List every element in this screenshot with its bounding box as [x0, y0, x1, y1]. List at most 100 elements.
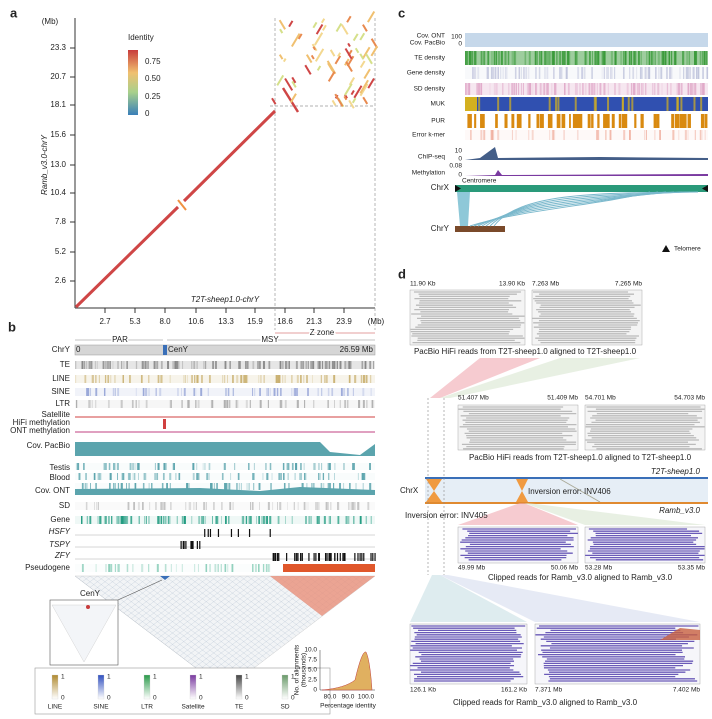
alignment: [361, 46, 371, 60]
stripe: [278, 375, 281, 383]
stripe: [336, 361, 339, 369]
track-label: SD density: [414, 86, 446, 93]
stripe: [194, 361, 196, 369]
gene: [313, 553, 315, 561]
stripe: [105, 564, 107, 572]
stripe: [514, 51, 516, 65]
stripe: [480, 51, 482, 65]
stripe: [267, 502, 270, 510]
stripe: [623, 130, 626, 140]
stripe: [262, 516, 265, 524]
coordinate: 53.28 Mb: [585, 565, 612, 572]
alignment: [359, 53, 365, 60]
caption: PacBio HiFi reads from T2T-sheep1.0 alig…: [469, 453, 692, 462]
stripe: [668, 51, 670, 65]
stripe: [196, 361, 198, 369]
stripe: [564, 51, 566, 65]
legend-label: SINE: [93, 704, 109, 711]
stripe: [265, 463, 267, 470]
stripe: [97, 473, 100, 480]
gene: [199, 541, 201, 549]
stripe: [232, 375, 234, 383]
gene: [363, 553, 365, 561]
stripe: [476, 83, 478, 95]
stripe: [670, 67, 672, 79]
stripe: [129, 375, 132, 383]
stripe: [551, 130, 554, 140]
stripe: [197, 400, 200, 408]
stripe: [210, 483, 213, 490]
stripe: [212, 516, 213, 524]
stripe: [491, 130, 494, 140]
alignment: [362, 24, 368, 32]
stripe: [313, 463, 316, 470]
stripe: [193, 361, 195, 369]
stripe: [297, 388, 299, 396]
stripe: [596, 51, 599, 65]
stripe: [685, 130, 687, 140]
stripe: [597, 51, 600, 65]
stripe: [279, 361, 281, 369]
label: 0: [245, 695, 249, 702]
heatmap-line: [262, 575, 319, 619]
stripe: [577, 67, 580, 79]
stripe: [226, 400, 229, 408]
label: 100: [451, 34, 462, 41]
stripe: [131, 400, 134, 408]
stripe: [212, 400, 214, 408]
track-label: Methylation: [412, 170, 446, 177]
stripe: [135, 388, 137, 396]
stripe: [601, 67, 603, 79]
stripe: [90, 483, 91, 490]
stripe: [217, 564, 219, 572]
stripe: [191, 361, 193, 369]
alignment: [350, 89, 355, 96]
stripe: [203, 361, 204, 369]
stripe: [145, 473, 147, 480]
alignment: [363, 68, 371, 80]
alignment: [304, 64, 312, 75]
stripe: [195, 502, 197, 510]
stripe: [286, 463, 288, 470]
stripe: [135, 400, 137, 408]
stripe: [556, 51, 559, 65]
stripe: [240, 375, 243, 383]
stripe: [222, 473, 224, 480]
stripe: [225, 516, 227, 524]
stripe: [118, 564, 120, 572]
stripe: [224, 483, 226, 490]
alignment: [362, 96, 369, 105]
stripe: [644, 83, 647, 95]
gene: [370, 553, 372, 561]
stripe: [192, 463, 194, 470]
stripe: [640, 51, 642, 65]
stripe: [143, 473, 146, 480]
colorbar: [128, 50, 138, 115]
stripe: [113, 483, 114, 490]
stripe: [499, 67, 502, 79]
stripe: [584, 83, 587, 95]
stripe: [228, 400, 231, 408]
stripe: [632, 83, 634, 95]
stripe: [623, 51, 624, 65]
stripe: [196, 473, 199, 480]
stripe: [637, 83, 639, 95]
stripe: [141, 361, 144, 369]
heatmap-line: [82, 575, 91, 582]
track-label: Cov. PacBio: [410, 40, 446, 47]
stripe: [250, 516, 252, 524]
stripe: [471, 51, 474, 65]
alignment: [313, 32, 324, 46]
stripe: [162, 516, 165, 524]
stripe: [259, 502, 260, 510]
alignment: [312, 21, 318, 29]
stripe: [344, 400, 347, 408]
stripe: [105, 463, 107, 470]
stripe: [669, 67, 671, 79]
stripe: [477, 83, 480, 95]
alignment: [289, 93, 297, 103]
stripe: [549, 130, 551, 140]
stripe: [347, 400, 349, 408]
stripe: [690, 83, 692, 95]
heatmap-line: [138, 575, 203, 625]
